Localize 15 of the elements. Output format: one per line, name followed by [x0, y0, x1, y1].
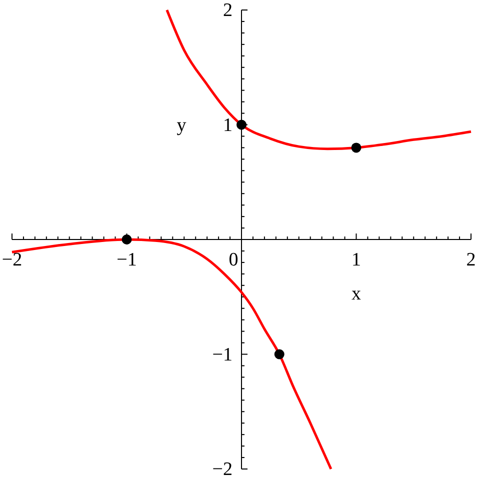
- y-tick-label: −1: [212, 344, 232, 366]
- y-tick-label: 2: [223, 0, 232, 21]
- x-tick-label: 2: [466, 250, 476, 270]
- x-tick-label: 1: [352, 250, 361, 270]
- point: [274, 349, 284, 360]
- point: [351, 142, 362, 153]
- point: [236, 120, 246, 130]
- x-tick-label: −1: [116, 250, 137, 270]
- y-tick-label: 1: [223, 114, 232, 136]
- y-axis-title: y: [176, 114, 187, 136]
- x-axis-title: x: [352, 284, 362, 304]
- x-tick-label: −2: [2, 250, 22, 270]
- y-tick-label: −2: [212, 459, 232, 477]
- point: [122, 234, 132, 244]
- x-tick-label: 0: [228, 250, 238, 270]
